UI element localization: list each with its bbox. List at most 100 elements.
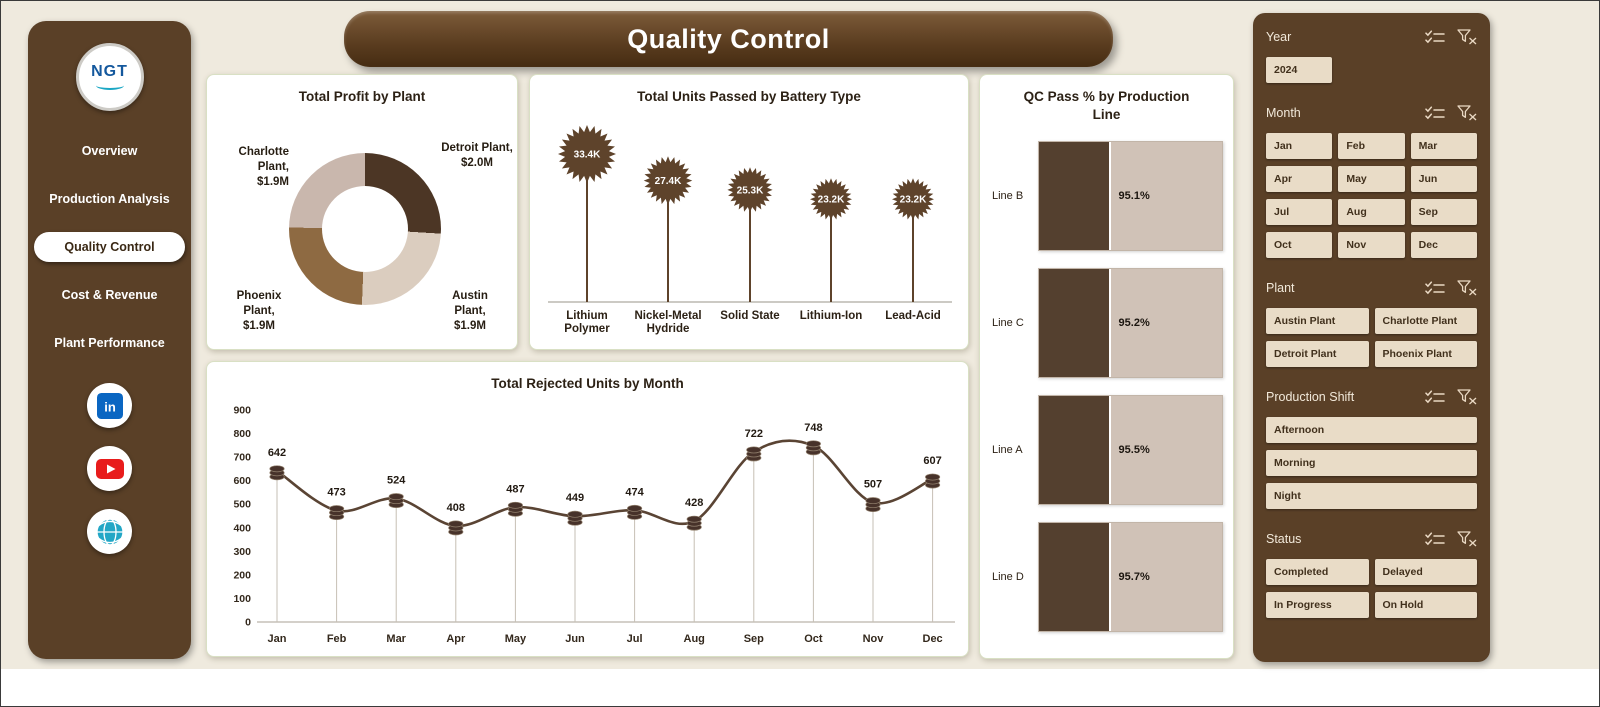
coin-marker[interactable] [269,465,285,473]
qc-pass-value: 95.5% [1118,444,1150,456]
slicer-option-month-jul[interactable]: Jul [1266,199,1333,225]
sidebar-item-overview[interactable]: Overview [81,144,138,158]
coin-marker[interactable] [805,440,821,448]
qc-bar-line-a[interactable]: 95.5% [1038,395,1223,505]
sidebar-item-quality-control[interactable]: Quality Control [34,232,185,262]
sidebar-item-plant-performance[interactable]: Plant Performance [54,336,165,350]
slicer-option-plant-phoenix-plant[interactable]: Phoenix Plant [1374,341,1477,367]
profit-donut-chart[interactable] [289,153,441,305]
clear-filter-icon[interactable] [1457,531,1477,547]
filter-panel: Year 2024 Month Jan Feb Mar Apr May Jun Jul Aug Sep… [1253,13,1490,662]
coin-marker[interactable] [746,446,762,454]
slicer-options-year: 2024 [1266,57,1477,83]
coin-marker[interactable] [627,504,643,512]
coin-marker[interactable] [865,497,881,505]
slicer-option-month-mar[interactable]: Mar [1410,133,1477,159]
coin-marker[interactable] [567,510,583,518]
qc-bar-dark-segment [1039,269,1109,377]
coin-marker[interactable] [686,515,702,523]
battery-star-lead-acid[interactable] [892,178,934,221]
sidebar-item-cost-revenue[interactable]: Cost & Revenue [61,288,158,302]
slicer-option-status-completed[interactable]: Completed [1266,559,1369,585]
youtube-button[interactable] [87,446,132,491]
slicer-option-status-on-hold[interactable]: On Hold [1374,592,1477,618]
coin-marker[interactable] [925,473,941,481]
x-tick-label: May [505,633,527,645]
svg-text:in: in [104,399,116,414]
qc-row-line-a: Line A 95.5% [992,395,1223,505]
battery-value-label: 23.2K [818,195,845,206]
x-tick-label: Jan [268,633,287,645]
slicer-option-month-nov[interactable]: Nov [1338,232,1405,258]
battery-star-lithium-ion[interactable] [810,178,852,221]
qc-bar-line-c[interactable]: 95.2% [1038,268,1223,378]
slicer-option-month-aug[interactable]: Aug [1338,199,1405,225]
select-all-icon[interactable] [1425,105,1445,121]
qc-bar-light-segment: 95.2% [1108,269,1222,377]
slicer-option-status-in-progress[interactable]: In Progress [1266,592,1369,618]
slicer-header: Month [1266,103,1477,123]
slicer-title-status: Status [1266,532,1302,546]
slicer-option-plant-austin-plant[interactable]: Austin Plant [1266,308,1369,334]
battery-value-label: 33.4K [574,150,601,161]
coin-marker[interactable] [329,505,345,513]
pie-label-austin: Austin Plant, $1.9M [452,290,488,332]
qc-bar-line-d[interactable]: 95.7% [1038,522,1223,632]
linkedin-icon: in [96,392,123,419]
battery-star-solid-state[interactable] [727,167,773,213]
logo-swoosh-icon [95,81,124,90]
slicer-option-month-oct[interactable]: Oct [1266,232,1333,258]
slicer-header-icons [1425,531,1477,547]
coin-marker[interactable] [448,520,464,528]
slicer-month: Month Jan Feb Mar Apr May Jun Jul Aug Sep Oct Nov De… [1266,103,1477,258]
slicer-option-production-shift-night[interactable]: Night [1266,483,1477,509]
clear-filter-icon[interactable] [1457,105,1477,121]
x-tick-label: Feb [327,633,347,645]
qc-bar-line-b[interactable]: 95.1% [1038,141,1223,251]
line-value-label: 524 [387,475,406,487]
slicer-option-production-shift-morning[interactable]: Morning [1266,450,1477,476]
coin-marker[interactable] [388,493,404,501]
slicer-option-month-dec[interactable]: Dec [1410,232,1477,258]
qc-line-label: Line B [992,190,1024,202]
select-all-icon[interactable] [1425,389,1445,405]
battery-category-label: Hydride [647,323,690,335]
slicer-option-month-feb[interactable]: Feb [1338,133,1405,159]
select-all-icon[interactable] [1425,29,1445,45]
clear-filter-icon[interactable] [1457,280,1477,296]
pie-label-phoenix: Phoenix Plant, $1.9M [236,290,282,332]
clear-filter-icon[interactable] [1457,389,1477,405]
slicer-option-plant-charlotte-plant[interactable]: Charlotte Plant [1374,308,1477,334]
select-all-icon[interactable] [1425,531,1445,547]
slicer-option-production-shift-afternoon[interactable]: Afternoon [1266,417,1477,443]
slicer-option-month-sep[interactable]: Sep [1410,199,1477,225]
pie-label-charlotte: Charlotte Plant, $1.9M [238,146,289,188]
y-tick-label: 0 [245,617,251,629]
linkedin-button[interactable]: in [87,383,132,428]
y-tick-label: 500 [233,499,251,511]
sidebar-item-production-analysis[interactable]: Production Analysis [49,192,170,206]
slicer-option-month-may[interactable]: May [1338,166,1405,192]
clear-filter-icon[interactable] [1457,29,1477,45]
slicer-option-plant-detroit-plant[interactable]: Detroit Plant [1266,341,1369,367]
website-button[interactable] [87,509,132,554]
battery-star-lithium-polymer[interactable] [558,125,616,183]
chart-title-battery: Total Units Passed by Battery Type [637,89,861,104]
slicer-option-month-jan[interactable]: Jan [1266,133,1333,159]
slicer-option-month-apr[interactable]: Apr [1266,166,1333,192]
y-tick-label: 200 [233,569,251,581]
coin-marker[interactable] [507,501,523,509]
x-tick-label: Dec [923,633,943,645]
dashboard-canvas: NGT Overview Production Analysis Quality… [1,1,1599,669]
slicer-option-month-jun[interactable]: Jun [1410,166,1477,192]
battery-category-label: Nickel-Metal [634,310,701,322]
battery-star-nickel-metal-hydride[interactable] [643,156,693,205]
slicer-option-status-delayed[interactable]: Delayed [1374,559,1477,585]
slicer-year: Year 2024 [1266,27,1477,83]
select-all-icon[interactable] [1425,280,1445,296]
battery-category-label: Solid State [720,310,779,322]
slicer-option-year-2024[interactable]: 2024 [1266,57,1333,83]
line-value-label: 473 [327,487,345,499]
qc-row-line-b: Line B 95.1% [992,141,1223,251]
slicer-options-plant: Austin Plant Charlotte Plant Detroit Plant… [1266,308,1477,367]
